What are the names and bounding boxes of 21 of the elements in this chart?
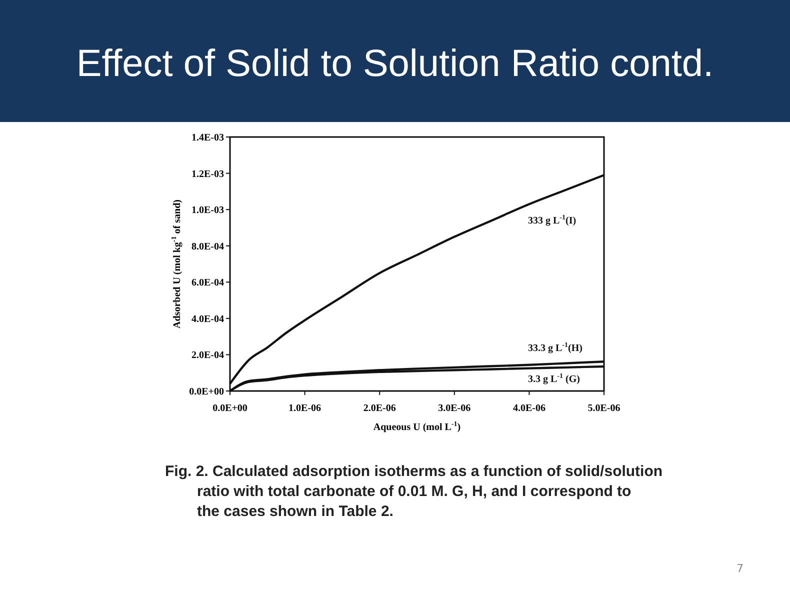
y-tick-label: 8.0E-04: [192, 241, 224, 252]
y-tick-label: 1.0E-03: [192, 205, 224, 216]
x-tick-label: 3.0E-06: [438, 403, 471, 414]
y-tick-label: 0.0E+00: [189, 386, 224, 398]
x-tick-label: 1.0E-06: [288, 403, 322, 414]
series-label: 333 g L$^{-1}$(I): [528, 214, 576, 227]
y-tick-label: 1.2E-03: [192, 168, 224, 180]
y-tick-label: 4.0E-04: [192, 314, 224, 325]
y-tick-label: 1.4E-03: [192, 132, 224, 144]
series-label: 3.3 g L$^{-1}$ (G): [528, 372, 580, 386]
y-tick-label: 2.0E-04: [192, 350, 224, 362]
chart-title: Effect of Solid to Solution Ratio contd.: [76, 43, 714, 85]
x-axis-title: Aqueous U (mol L$^{-1}$): [373, 420, 461, 433]
caption: Fig. 2. Calculated adsorption isotherms as a function of solid/solution ratio with total carbonate of 0.01 M. G, H, and I correspond to the cases shown in Table 2.: [165, 463, 663, 520]
x-tick-label: 0.0E+00: [212, 403, 248, 414]
x-tick-label: 4.0E-06: [512, 403, 546, 414]
text: 7: [736, 562, 744, 575]
x-tick-label: 5.0E-06: [588, 403, 620, 414]
series-label: 33.3 g L$^{-1}$(H): [528, 341, 582, 354]
y-tick-label: 6.0E-04: [192, 278, 224, 289]
x-tick-label: 2.0E-06: [363, 403, 396, 414]
